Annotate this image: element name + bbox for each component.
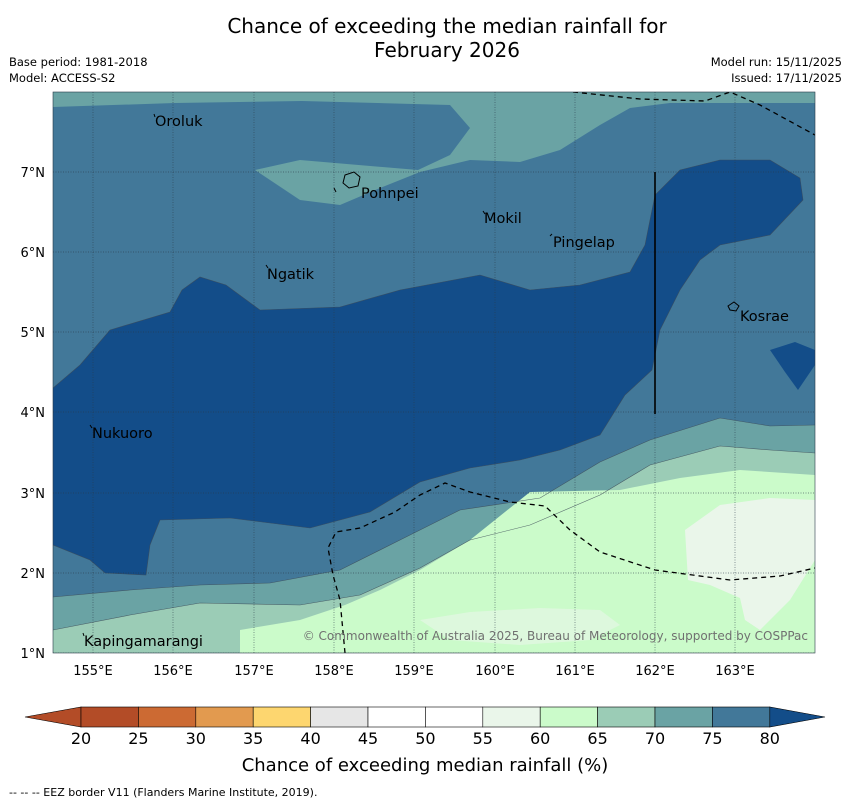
lon-label: 159°E xyxy=(394,664,434,679)
colorbar-segment xyxy=(425,706,484,728)
colorbar-segment xyxy=(482,706,541,728)
chart-title: Chance of exceeding the median rainfall … xyxy=(0,14,850,62)
place-kosrae: Kosrae xyxy=(740,309,789,325)
colorbar xyxy=(24,706,826,728)
lon-label: 160°E xyxy=(475,664,515,679)
contour-lines xyxy=(53,159,815,631)
colorbar-segment xyxy=(597,706,656,728)
colorbar-tick-label: 75 xyxy=(702,729,723,748)
band-over-80-east xyxy=(770,342,815,390)
place-ngatik: Ngatik xyxy=(267,267,315,283)
lat-label: 3°N xyxy=(21,487,46,502)
colorbar-extend-high xyxy=(769,706,826,728)
lat-label: 7°N xyxy=(21,166,46,181)
lon-label: 158°E xyxy=(314,664,354,679)
colorbar-segment xyxy=(252,706,311,728)
model-name: Model: ACCESS-S2 xyxy=(9,71,116,85)
lat-label: 5°N xyxy=(21,326,46,341)
colorbar-segment xyxy=(712,706,771,728)
colorbar-segment xyxy=(654,706,713,728)
lat-label: 2°N xyxy=(21,567,46,582)
lon-label: 157°E xyxy=(234,664,274,679)
colorbar-tick-label: 20 xyxy=(70,729,92,748)
band-65-70-north xyxy=(53,92,815,205)
colorbar-tick-label: 35 xyxy=(243,729,264,748)
lat-label: 1°N xyxy=(21,647,46,662)
colorbar-tick-label: 45 xyxy=(357,729,379,748)
longitude-labels: 155°E 156°E 157°E 158°E 159°E 160°E 161°… xyxy=(73,664,755,679)
lat-label: 4°N xyxy=(21,406,46,421)
place-labels: Oroluk Pohnpei Mokil Pingelap Ngatik Kos… xyxy=(84,114,789,650)
lon-label: 163°E xyxy=(715,664,755,679)
colorbar-segment xyxy=(539,706,598,728)
colorbar-tick-label: 30 xyxy=(185,729,206,748)
band-over-80 xyxy=(53,160,803,575)
band-55-60 xyxy=(240,470,815,653)
lat-label: 6°N xyxy=(21,246,46,261)
lon-label: 156°E xyxy=(153,664,193,679)
colorbar-tick-label: 80 xyxy=(759,729,780,748)
islands xyxy=(82,113,740,637)
colorbar-tick-label: 65 xyxy=(587,729,608,748)
pohnpei-island xyxy=(342,171,361,189)
band-50-55-south xyxy=(420,608,620,645)
kosrae-island xyxy=(727,301,740,312)
colorbar-tick-label: 50 xyxy=(415,729,436,748)
colorbar-tick-label: 60 xyxy=(530,729,551,748)
colorbar-tick-label: 40 xyxy=(300,729,321,748)
issued-date: Issued: 17/11/2025 xyxy=(731,71,842,85)
band-50-55 xyxy=(685,498,815,630)
lon-label: 162°E xyxy=(635,664,675,679)
title-line-2: February 2026 xyxy=(374,38,520,62)
colorbar-tick-label: 25 xyxy=(128,729,149,748)
place-kapingamarangi: Kapingamarangi xyxy=(84,634,203,650)
place-oroluk: Oroluk xyxy=(155,114,203,130)
place-nukuoro: Nukuoro xyxy=(92,426,153,442)
colorbar-segment xyxy=(310,706,369,728)
latitude-labels: 7°N 6°N 5°N 4°N 3°N 2°N 1°N xyxy=(21,166,46,662)
graticule xyxy=(53,92,815,653)
lon-label: 161°E xyxy=(555,664,595,679)
place-pingelap: Pingelap xyxy=(553,235,615,251)
place-mokil: Mokil xyxy=(484,211,522,227)
lon-label: 155°E xyxy=(73,664,113,679)
colorbar-segment xyxy=(80,706,139,728)
colorbar-extend-low xyxy=(24,706,82,728)
eez-border xyxy=(327,92,815,653)
colorbar-segment xyxy=(367,706,426,728)
colorbar-tick-label: 70 xyxy=(644,729,666,748)
colorbar-segment xyxy=(138,706,197,728)
title-line-1: Chance of exceeding the median rainfall … xyxy=(227,14,667,38)
meta-right: Model run: 15/11/2025 Issued: 17/11/2025 xyxy=(711,54,842,86)
eez-footnote: -- -- -- EEZ border V11 (Flanders Marine… xyxy=(9,786,318,799)
base-period: Base period: 1981-2018 xyxy=(9,55,148,69)
map-frame xyxy=(52,91,816,654)
colorbar-segment xyxy=(195,706,254,728)
meta-left: Base period: 1981-2018 Model: ACCESS-S2 xyxy=(9,54,148,86)
copyright-credit: © Commonwealth of Australia 2025, Bureau… xyxy=(303,629,808,643)
colorbar-tick-label: 55 xyxy=(472,729,493,748)
colorbar-title: Chance of exceeding median rainfall (%) xyxy=(241,755,609,776)
place-pohnpei: Pohnpei xyxy=(361,186,419,202)
map-layers xyxy=(53,92,815,653)
model-run: Model run: 15/11/2025 xyxy=(710,55,842,69)
